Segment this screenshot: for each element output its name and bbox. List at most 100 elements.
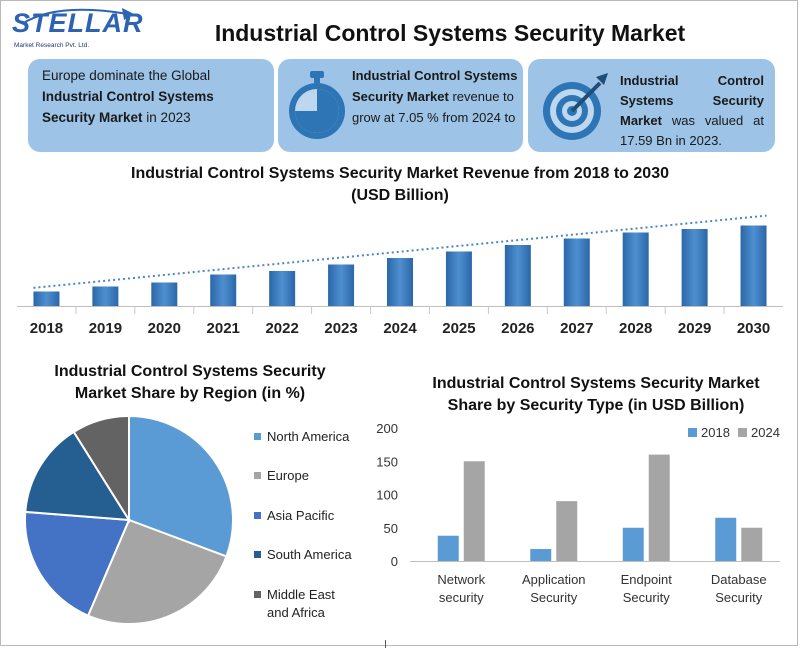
security-bar-2018	[530, 549, 552, 561]
security-type-bar-chart: 0 50 100 150 200 Network security Application Se…	[376, 421, 780, 605]
security-chart-title: Industrial Control Systems Security Mark…	[432, 375, 760, 414]
legend-item-europe: Europe	[254, 467, 354, 485]
security-xtick-label: Security	[623, 590, 670, 605]
revenue-xtick-label: 2019	[89, 320, 122, 337]
revenue-xtick-label: 2021	[207, 320, 240, 337]
security-bar-2024	[463, 461, 485, 561]
card3-text: Industrial Control Systems Security Mark…	[620, 71, 764, 151]
legend-2024-swatch	[738, 428, 747, 437]
info-card-valuation: Industrial Control Systems Security Mark…	[528, 59, 775, 152]
region-chart-title: Industrial Control Systems Security Mark…	[54, 363, 326, 402]
revenue-chart-title: Industrial Control Systems Security Mark…	[60, 163, 740, 207]
pie-slice-north-america	[128, 414, 234, 558]
pie-slice-south-america	[24, 430, 131, 522]
revenue-xtick-label: 2020	[148, 320, 181, 337]
security-bar-2024	[741, 527, 763, 561]
target-icon	[543, 73, 608, 140]
card2-tail: revenue to grow at 7.05 % from 2024 to	[352, 89, 516, 125]
revenue-bar-2020	[151, 282, 178, 306]
revenue-bar-2018	[33, 291, 60, 306]
revenue-bar-2027	[563, 238, 590, 306]
revenue-bar-2028	[622, 232, 649, 306]
revenue-xtick-label: 2024	[383, 320, 417, 337]
revenue-bar-2019	[92, 286, 119, 306]
card1-tail: in 2023	[142, 110, 191, 125]
security-xtick-label: Database	[711, 572, 767, 587]
legend-swatch	[254, 512, 261, 519]
revenue-xtick-label: 2018	[30, 320, 63, 337]
revenue-bar-2022	[269, 271, 296, 306]
revenue-bar-2024	[387, 258, 413, 306]
security-xtick-label: Security	[530, 590, 577, 605]
pie-slice-europe	[86, 518, 228, 625]
legend-label: Asia Pacific	[267, 508, 335, 523]
legend-swatch	[254, 551, 261, 558]
revenue-xtick-label: 2030	[737, 320, 770, 337]
legend-2018: 2018	[688, 425, 730, 440]
security-bar-2024	[556, 501, 578, 561]
legend-2018-label: 2018	[701, 425, 730, 440]
legend-swatch	[254, 591, 261, 598]
revenue-xtick-label: 2029	[678, 320, 711, 337]
legend-2018-swatch	[688, 428, 697, 437]
card1-bold: Industrial Control Systems Security Mark…	[42, 89, 214, 125]
stellar-logo: STELLAR Market Research Pvt. Ltd.	[12, 8, 143, 54]
pie-slice-asia-pacific	[24, 510, 131, 617]
card3-tail: was valued at 17.59 Bn in 2023.	[620, 113, 764, 148]
revenue-bar-2025	[445, 251, 472, 306]
pie-slice-middle-east-and-africa	[72, 414, 130, 524]
security-ytick-label: 0	[391, 554, 398, 569]
card2-text: Industrial Control Systems Security Mark…	[352, 65, 518, 128]
revenue-bar-2023	[328, 264, 355, 306]
legend-label: South America	[267, 547, 352, 562]
revenue-bar-2029	[681, 229, 708, 306]
legend-item-asia-pacific: Asia Pacific	[254, 507, 354, 525]
revenue-bar-2026	[504, 245, 531, 306]
stopwatch-icon	[289, 71, 345, 139]
legend-item-south-america: South America	[254, 546, 354, 564]
legend-label: Middle East and Africa	[267, 587, 335, 620]
card3-bold: Industrial Control Systems Security Mark…	[620, 73, 764, 128]
bottom-divider-tick	[385, 640, 386, 648]
security-xtick-label: Endpoint	[621, 572, 673, 587]
legend-label: North America	[267, 429, 350, 444]
revenue-bar-2021	[210, 274, 237, 306]
security-bar-2024	[648, 454, 670, 561]
security-bar-2018	[437, 535, 459, 561]
security-ytick-label: 200	[376, 421, 398, 436]
revenue-xtick-label: 2025	[442, 320, 475, 337]
logo-arrow-icon	[21, 8, 134, 25]
security-xtick-label: Network	[437, 572, 485, 587]
legend-item-north-america: North America	[254, 428, 354, 446]
revenue-xtick-label: 2022	[265, 320, 298, 337]
legend-swatch	[254, 472, 261, 479]
legend-item-middle-east-and-africa: Middle East and Africa	[254, 586, 354, 622]
revenue-bar-2030	[740, 225, 767, 306]
card2-bold: Industrial Control Systems Security Mark…	[352, 68, 518, 104]
info-card-growth: Industrial Control Systems Security Mark…	[278, 59, 523, 152]
security-ytick-label: 150	[376, 454, 398, 469]
card1-text: Europe dominate the Global	[42, 68, 211, 83]
security-xtick-label: Security	[715, 590, 762, 605]
logo-subtext: Market Research Pvt. Ltd.	[14, 42, 90, 49]
legend-2024: 2024	[738, 425, 780, 440]
revenue-subtitle-line: (USD Billion)	[351, 187, 449, 204]
legend-2024-label: 2024	[751, 425, 780, 440]
info-card-europe: Europe dominate the Global Industrial Co…	[28, 59, 274, 152]
security-bar-2018	[622, 527, 644, 561]
region-pie-chart	[24, 414, 234, 625]
revenue-xtick-label: 2027	[560, 320, 593, 337]
revenue-title-line: Industrial Control Systems Security Mark…	[131, 165, 669, 182]
security-ytick-label: 50	[384, 521, 398, 536]
security-bar-2018	[715, 517, 737, 561]
legend-swatch	[254, 433, 261, 440]
security-ytick-label: 100	[376, 488, 398, 503]
logo-wordmark: STELLAR	[12, 8, 144, 38]
page-title: Industrial Control Systems Security Mark…	[214, 20, 686, 46]
legend-label: Europe	[267, 468, 309, 483]
revenue-bar-chart: 2018 2019 2020 2021 2022 2023 2024 2025 2026 2027…	[17, 214, 783, 337]
revenue-xtick-label: 2023	[324, 320, 357, 337]
security-xtick-label: Application	[522, 572, 586, 587]
revenue-xtick-label: 2026	[501, 320, 534, 337]
